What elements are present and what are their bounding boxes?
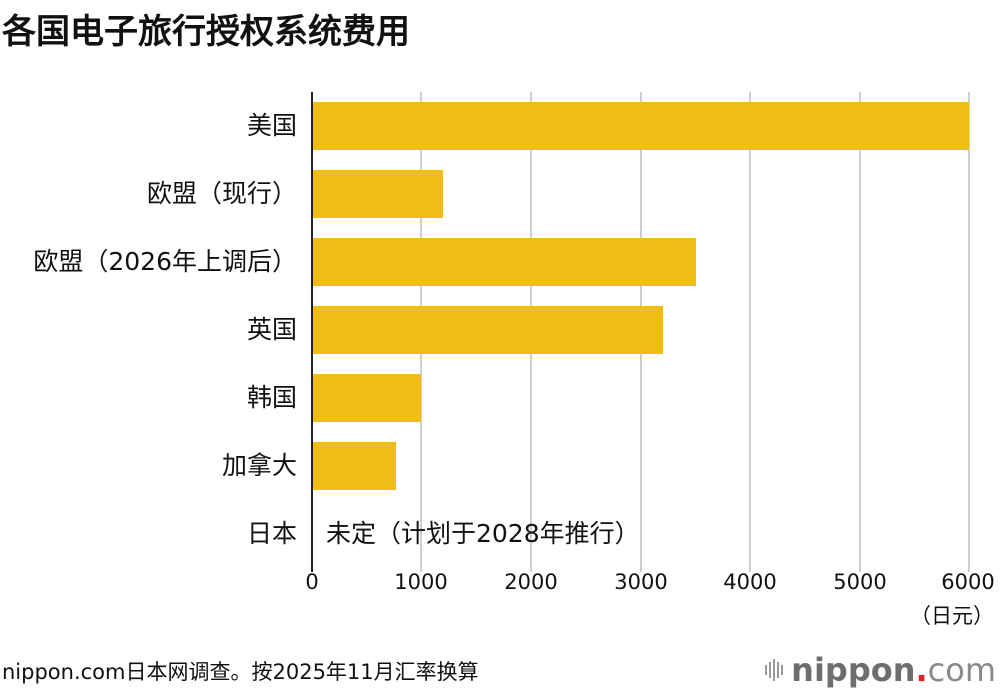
bar-uk — [313, 306, 663, 354]
gridline-4000 — [749, 92, 751, 572]
x-tick-6000: 6000 — [941, 570, 995, 594]
category-label-canada: 加拿大 — [221, 451, 297, 480]
y-axis-line — [311, 92, 313, 572]
source-note: nippon.com日本网调查。按2025年11月汇率换算 — [2, 660, 479, 684]
soundwave-icon — [765, 655, 784, 685]
x-tick-2000: 2000 — [504, 570, 558, 594]
category-label-usa: 美国 — [246, 111, 297, 140]
x-tick-1000: 1000 — [394, 570, 448, 594]
category-label-eu-2026: 欧盟（2026年上调后） — [33, 247, 297, 276]
x-axis-unit: （日元） — [910, 604, 994, 628]
category-label-eu-current: 欧盟（现行） — [146, 179, 297, 208]
nippon-logo: nippon.com — [765, 650, 996, 690]
category-label-korea: 韩国 — [246, 383, 297, 412]
japan-annotation: 未定（计划于2028年推行） — [326, 519, 640, 548]
gridline-6000 — [968, 92, 970, 572]
x-tick-4000: 4000 — [723, 570, 777, 594]
bar-usa — [313, 102, 969, 150]
logo-wordmark: nippon.com — [791, 651, 996, 689]
x-tick-5000: 5000 — [833, 570, 887, 594]
category-label-japan: 日本 — [246, 519, 297, 548]
bar-canada — [313, 442, 396, 490]
bar-eu-current — [313, 170, 443, 218]
bar-eu-2026 — [313, 238, 696, 286]
chart-title: 各国电子旅行授权系统费用 — [2, 12, 410, 52]
logo-dot: . — [915, 651, 928, 689]
logo-suffix: com — [927, 651, 996, 689]
logo-main-text: nippon — [791, 651, 916, 689]
gridline-5000 — [859, 92, 861, 572]
bar-korea — [313, 374, 421, 422]
x-tick-3000: 3000 — [614, 570, 668, 594]
category-label-uk: 英国 — [246, 315, 297, 344]
x-tick-0: 0 — [305, 570, 319, 594]
